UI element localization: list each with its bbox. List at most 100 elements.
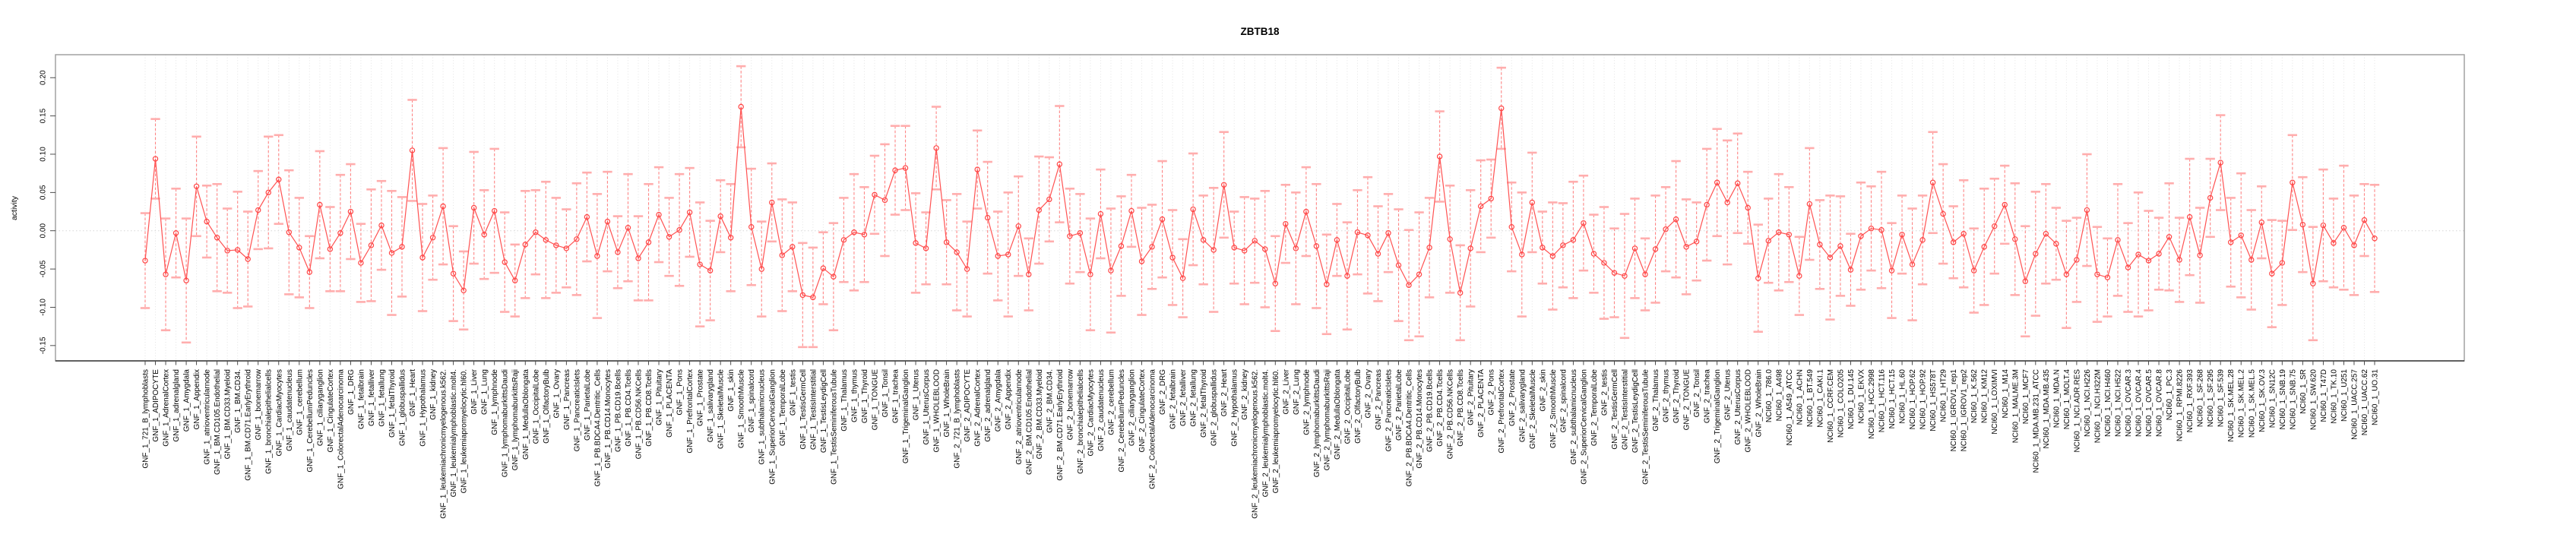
data-point-marker xyxy=(492,207,498,214)
x-tick-label: GNF_2_721_B_lymphoblasts xyxy=(954,369,962,469)
data-point-marker xyxy=(183,277,189,283)
data-point-marker xyxy=(2361,217,2368,223)
x-tick-label: GNF_2_trachea xyxy=(1704,369,1712,424)
data-point-marker xyxy=(512,277,518,283)
x-tick-label: NCI60_1_SN12C xyxy=(2268,369,2277,428)
data-point-marker xyxy=(1837,243,1843,249)
data-point-marker xyxy=(2033,251,2039,257)
x-tick-label: GNF_1_ADIPOCYTE xyxy=(152,369,160,442)
data-point-marker xyxy=(1385,230,1391,236)
data-point-marker xyxy=(533,229,539,236)
x-tick-label: NCI60_1_MALME.3M xyxy=(2011,369,2020,443)
data-point-marker xyxy=(2002,201,2008,208)
data-point-marker xyxy=(933,145,939,151)
data-point-marker xyxy=(1529,199,1535,206)
x-tick-label: NCI60_1_HS578T xyxy=(1929,369,1938,432)
x-tick-label: GNF_1_PB.CD19.Bcells xyxy=(614,369,622,452)
x-tick-label: GNF_2_TestisInterstitial xyxy=(1621,369,1629,450)
x-tick-label: GNF_1_fetallung xyxy=(378,369,386,427)
data-point-marker xyxy=(2207,194,2214,201)
x-tick-label: GNF_1_PB.CD8.Tcells xyxy=(645,369,653,447)
data-point-marker xyxy=(2228,239,2234,245)
x-tick-label: GNF_1_testis xyxy=(789,369,797,416)
x-tick-label: NCI60_1_DU.145 xyxy=(1847,369,1856,429)
data-point-marker xyxy=(1981,244,1987,250)
x-tick-label: GNF_1_spinalcord xyxy=(748,369,756,432)
x-tick-label: GNF_2_lymphnode xyxy=(1302,369,1311,435)
data-point-marker xyxy=(563,245,570,251)
data-point-marker xyxy=(1138,258,1145,264)
data-point-marker xyxy=(1683,244,1689,250)
x-tick-label: GNF_1_fetalbrain xyxy=(357,369,366,429)
x-tick-label: GNF_2_ADIPOCYTE xyxy=(964,369,972,442)
data-point-marker xyxy=(1108,267,1114,274)
data-point-marker xyxy=(306,269,313,275)
x-tick-label: GNF_1_TestisGermCell xyxy=(799,369,808,450)
data-point-marker xyxy=(245,256,251,262)
x-tick-label: NCI60_1_UACC.62 xyxy=(2361,369,2369,436)
data-point-marker xyxy=(1919,237,1926,243)
x-tick-label: GNF_1_ColorectalAdenocarcinoma xyxy=(337,369,345,489)
data-point-marker xyxy=(1570,237,1577,243)
x-tick-label: NCI60_1_M14 xyxy=(2002,369,2010,419)
x-tick-label: GNF_1_Hypothalamus xyxy=(419,369,428,447)
x-tick-label: GNF_1_Prostate xyxy=(697,369,705,426)
data-point-marker xyxy=(1549,253,1556,259)
x-tick-label: GNF_1_WholeBrain xyxy=(943,369,951,437)
data-point-marker xyxy=(1631,245,1638,251)
data-point-marker xyxy=(470,204,477,211)
x-tick-label: GNF_1_CingulateCortex xyxy=(327,369,335,452)
x-tick-label: GNF_1_fetalThyroid xyxy=(388,369,397,438)
data-point-marker xyxy=(1303,208,1309,215)
data-point-marker xyxy=(1375,251,1381,257)
x-tick-label: NCI60_1_CAKI.1 xyxy=(1816,369,1824,428)
x-tick-label: GNF_1_AdrenalCortex xyxy=(163,369,171,447)
x-tick-label: GNF_2_SkeletalMuscle xyxy=(1529,369,1537,449)
data-point-marker xyxy=(1745,204,1751,211)
data-point-marker xyxy=(635,255,641,261)
x-tick-label: NCI60_1_IGROV1_rep2 xyxy=(1960,369,1969,452)
x-tick-label: GNF_1_fetalliver xyxy=(368,368,376,426)
data-point-marker xyxy=(594,253,600,259)
data-point-marker xyxy=(224,248,230,254)
data-point-marker xyxy=(2104,274,2111,280)
data-point-marker xyxy=(1858,233,1864,239)
data-point-marker xyxy=(1508,223,1514,230)
data-point-marker xyxy=(1878,227,1885,233)
data-point-marker xyxy=(1950,239,1957,245)
data-point-marker xyxy=(543,237,549,243)
x-tick-label: NCI60_1_NCI.H226 xyxy=(2084,369,2092,437)
y-tick-label: -0.05 xyxy=(40,260,48,277)
data-point-marker xyxy=(2063,271,2070,277)
x-tick-label: GNF_2_Ovary xyxy=(1364,369,1372,418)
x-tick-label: GNF_2_Hypothalamus xyxy=(1231,369,1239,447)
data-point-marker xyxy=(1704,201,1710,208)
y-tick-label: -0.15 xyxy=(40,337,48,354)
data-point-marker xyxy=(2248,257,2255,263)
data-point-marker xyxy=(1210,247,1217,253)
data-point-marker xyxy=(2372,236,2378,242)
data-point-marker xyxy=(2166,234,2173,240)
data-point-marker xyxy=(1395,262,1402,268)
x-tick-label: GNF_2_Heart xyxy=(1220,369,1229,416)
data-point-marker xyxy=(1436,153,1443,160)
x-tick-label: GNF_1_BM.CD71.EarlyErythroid xyxy=(245,369,253,481)
data-point-marker xyxy=(1776,229,1782,236)
x-tick-label: GNF_2_ParietalLobe xyxy=(1395,369,1404,441)
data-point-marker xyxy=(378,222,385,229)
data-point-marker xyxy=(172,230,179,236)
x-tick-label: GNF_2_CerebellumPeduncles xyxy=(1118,369,1126,473)
x-tick-label: NCI60_1_OVCAR.5 xyxy=(2145,369,2154,437)
data-point-marker xyxy=(265,189,271,196)
x-tick-label: GNF_1_PB.CD14.Monocytes xyxy=(604,369,612,469)
x-tick-label: NCI60_1_MOLT.4 xyxy=(2063,369,2071,430)
y-tick-label: 0.15 xyxy=(40,108,48,123)
data-point-marker xyxy=(1169,255,1176,261)
x-tick-label: GNF_1_CerebellumPeduncles xyxy=(306,369,315,473)
x-tick-label: GNF_2_skin xyxy=(1539,369,1547,412)
data-point-marker xyxy=(1498,105,1505,112)
data-point-marker xyxy=(1590,251,1597,257)
x-tick-label: GNF_1_BM.CD33.Myeloid xyxy=(224,369,233,459)
data-point-marker xyxy=(1970,267,1977,274)
data-point-marker xyxy=(1324,281,1330,287)
